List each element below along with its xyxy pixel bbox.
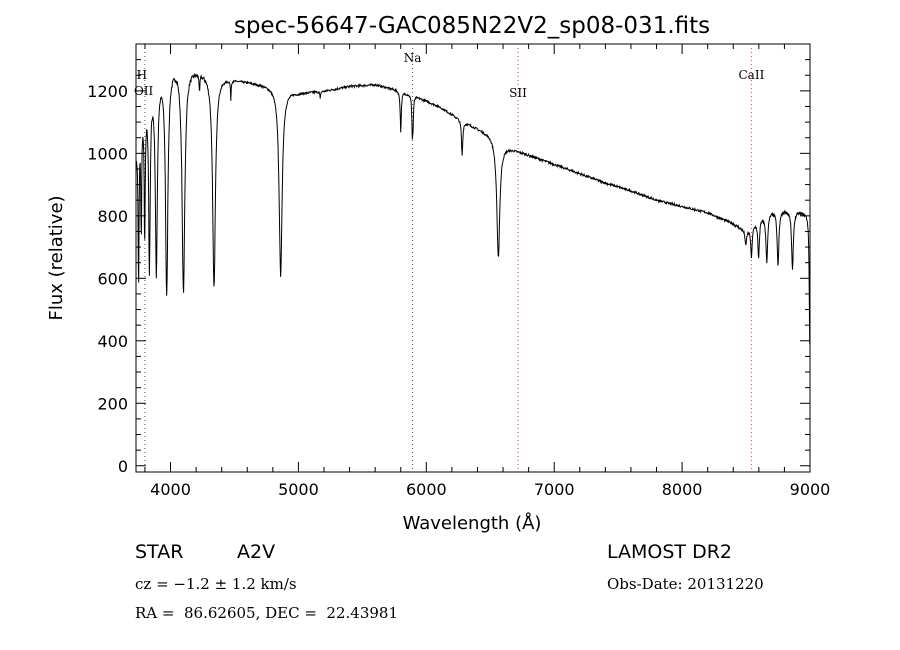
coordinates: RA = 86.62605, DEC = 22.43981 [135, 604, 399, 622]
x-tick-label: 6000 [406, 480, 447, 499]
object-class: STAR [135, 541, 184, 563]
x-axis-label: Wavelength (Å) [403, 512, 542, 534]
y-axis-label: Flux (relative) [46, 195, 67, 320]
tick-labels: 4000 5000 6000 7000 8000 9000 0 200 400 600 800 100… [87, 82, 830, 499]
marker-label-sii: SII [509, 86, 527, 100]
y-tick-label: 600 [97, 269, 128, 288]
x-tick-label: 4000 [150, 480, 191, 499]
chart-title: spec-56647-GAC085N22V2_sp08-031.fits [234, 13, 710, 39]
x-tick-label: 5000 [278, 480, 319, 499]
x-tick-label: 9000 [790, 480, 831, 499]
marker-label-caii: CaII [739, 68, 765, 82]
y-tick-label: 200 [97, 394, 128, 413]
redshift-cz: cz = −1.2 ± 1.2 km/s [135, 575, 297, 593]
y-tick-label: 1000 [87, 144, 128, 163]
observation-date: Obs-Date: 20131220 [607, 575, 764, 593]
marker-label-na: Na [404, 51, 422, 65]
spectrum-line [135, 72, 811, 345]
axis-ticks [136, 44, 811, 472]
y-tick-label: 400 [97, 332, 128, 351]
spectrum-chart: spec-56647-GAC085N22V2_sp08-031.fits Na S… [46, 13, 830, 534]
x-tick-label: 8000 [662, 480, 703, 499]
marker-label-h: H [137, 68, 147, 82]
spectral-subclass: A2V [237, 541, 276, 563]
y-tick-label: 1200 [87, 82, 128, 101]
x-tick-label: 7000 [534, 480, 575, 499]
survey-name: LAMOST DR2 [607, 541, 732, 563]
y-tick-label: 0 [118, 457, 128, 476]
plot-frame [135, 43, 811, 473]
y-tick-label: 800 [97, 207, 128, 226]
